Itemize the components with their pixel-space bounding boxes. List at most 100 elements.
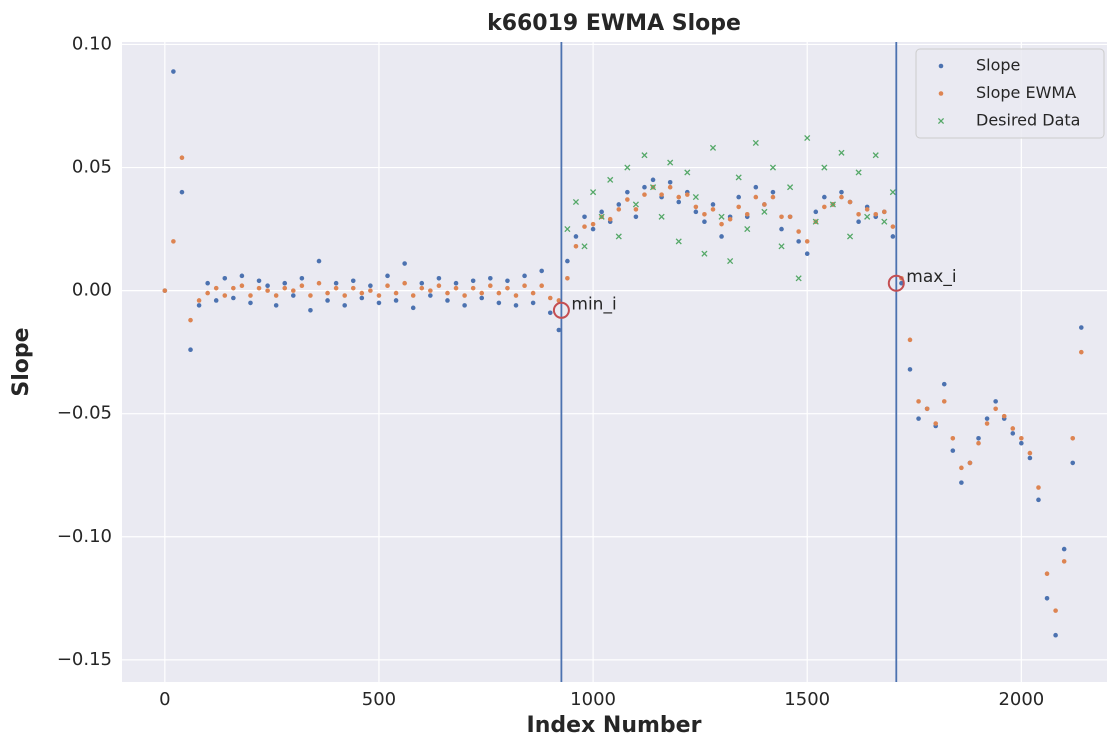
data-point — [702, 212, 707, 217]
data-point — [1001, 413, 1007, 419]
data-point — [684, 169, 691, 176]
data-point — [855, 169, 862, 176]
legend-box — [915, 48, 1105, 139]
data-point — [615, 233, 622, 240]
y-tick-label: 0.10 — [72, 33, 112, 54]
data-point — [402, 261, 407, 266]
data-point — [282, 285, 288, 291]
data-point — [505, 285, 510, 291]
data-point — [385, 273, 390, 279]
data-point — [907, 367, 913, 372]
data-point — [350, 278, 356, 284]
data-point — [616, 202, 622, 207]
data-point — [616, 207, 622, 212]
data-point — [993, 399, 998, 404]
data-point — [864, 213, 871, 220]
data-point — [632, 201, 639, 208]
data-point — [881, 218, 888, 225]
data-point — [744, 226, 751, 233]
data-point — [368, 283, 373, 288]
data-point — [308, 308, 313, 313]
data-point — [453, 280, 459, 286]
data-point — [633, 214, 639, 220]
data-point — [692, 194, 699, 201]
data-point — [847, 199, 853, 205]
y-tick-label: −0.05 — [57, 403, 112, 424]
data-point — [419, 285, 425, 291]
annotation-label: min_i — [571, 294, 616, 314]
data-point — [890, 234, 896, 239]
data-point — [488, 276, 493, 281]
data-point — [753, 184, 759, 190]
data-point — [779, 226, 784, 232]
data-point — [976, 436, 981, 441]
data-point — [762, 202, 767, 207]
y-tick-label: −0.15 — [57, 649, 112, 670]
data-point — [256, 278, 262, 284]
data-point — [1061, 559, 1067, 564]
data-point — [419, 280, 425, 286]
x-axis-label: Index Number — [527, 713, 702, 738]
data-point — [727, 216, 733, 222]
data-point — [1019, 440, 1024, 446]
data-point — [993, 406, 998, 412]
legend-label: Slope — [976, 56, 1020, 75]
data-point — [453, 285, 459, 291]
data-point — [856, 212, 861, 217]
data-point — [744, 212, 750, 217]
data-point — [590, 189, 597, 196]
data-point — [564, 226, 571, 233]
data-point — [675, 238, 682, 245]
data-point — [676, 199, 682, 205]
data-point — [565, 276, 570, 281]
data-point — [916, 399, 921, 404]
data-point — [873, 212, 879, 217]
data-point — [719, 221, 724, 227]
data-point — [530, 300, 536, 306]
data-point — [171, 239, 176, 244]
data-point — [393, 290, 399, 296]
data-point — [633, 207, 639, 212]
data-point — [402, 280, 407, 286]
data-point — [916, 416, 921, 421]
data-point — [1079, 349, 1084, 355]
data-point — [590, 221, 596, 227]
x-tick-label: 2000 — [998, 689, 1044, 710]
data-point — [642, 184, 647, 190]
data-point — [1044, 596, 1050, 601]
y-tick-label: −0.10 — [57, 526, 112, 547]
data-point — [838, 149, 845, 156]
data-point — [984, 421, 990, 426]
data-point — [436, 283, 442, 288]
data-point — [796, 229, 801, 234]
data-point — [479, 295, 485, 301]
data-point — [804, 239, 810, 244]
data-point — [822, 194, 827, 200]
data-point — [496, 290, 502, 296]
data-point — [1070, 436, 1076, 441]
data-point — [829, 201, 836, 208]
data-point — [1061, 546, 1067, 552]
data-point — [325, 298, 330, 303]
data-point — [693, 209, 699, 215]
data-point — [359, 290, 365, 296]
legend-marker — [938, 63, 944, 69]
data-point — [641, 152, 648, 159]
data-point — [813, 209, 819, 215]
data-point — [607, 176, 614, 183]
data-point — [573, 234, 579, 239]
data-point — [650, 177, 656, 183]
data-point — [556, 298, 562, 303]
data-point — [1053, 632, 1058, 638]
data-point — [239, 273, 245, 279]
data-point — [547, 295, 553, 301]
data-point — [350, 285, 356, 291]
data-point — [667, 184, 673, 190]
data-point — [736, 204, 741, 210]
data-point — [659, 192, 664, 197]
data-point — [795, 275, 802, 282]
data-point — [513, 293, 519, 298]
data-point — [1070, 460, 1076, 466]
x-tick-label: 500 — [362, 689, 396, 710]
data-point — [882, 209, 887, 215]
